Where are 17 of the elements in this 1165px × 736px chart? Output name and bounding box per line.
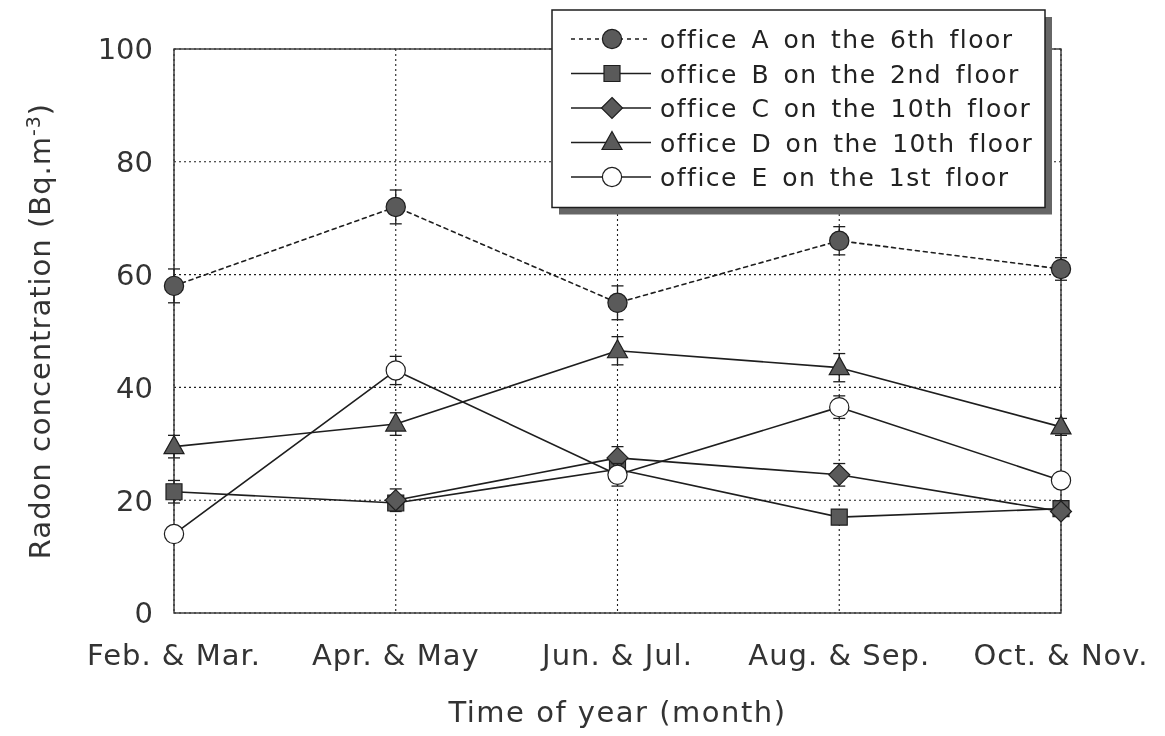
x-tick-label: Oct. & Nov. xyxy=(973,638,1149,672)
x-tick-label: Aug. & Sep. xyxy=(748,638,931,672)
x-axis-title: Time of year (month) xyxy=(447,695,787,729)
y-tick-label: 0 xyxy=(134,596,153,631)
legend-label: office B on the 2nd floor xyxy=(660,59,1020,89)
legend-label: office E on the 1st floor xyxy=(660,163,1010,192)
y-tick-label: 60 xyxy=(116,258,153,293)
legend-label: office A on the 6th floor xyxy=(660,25,1014,54)
legend-label: office D on the 10th floor xyxy=(660,128,1034,158)
y-tick-label: 100 xyxy=(97,32,153,67)
y-tick-label: 80 xyxy=(116,145,153,180)
x-tick-label: Feb. & Mar. xyxy=(87,638,261,672)
y-tick-label: 20 xyxy=(116,483,153,518)
x-tick-label: Jun. & Jul. xyxy=(540,638,693,672)
legend-label: office C on the 10th floor xyxy=(660,94,1032,123)
y-tick-label: 40 xyxy=(116,370,153,405)
x-tick-label: Apr. & May xyxy=(311,638,480,672)
